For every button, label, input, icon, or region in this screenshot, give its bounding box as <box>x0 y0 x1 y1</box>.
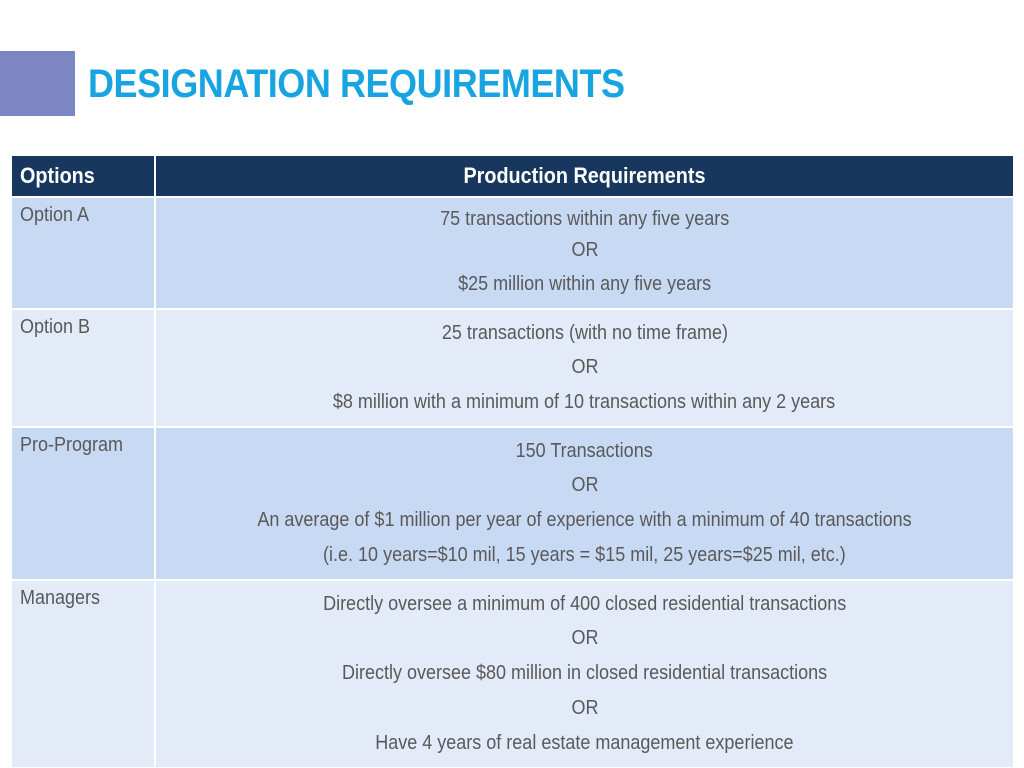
requirements-cell: Directly oversee a minimum of 400 closed… <box>154 579 1015 768</box>
requirements-cell: 25 transactions (with no time frame) OR … <box>154 308 1015 428</box>
or-separator: OR <box>571 697 598 719</box>
requirements-table: Options Production Requirements Option A… <box>10 154 1015 768</box>
option-label: Option B <box>20 316 91 338</box>
requirement-line: Have 4 years of real estate management e… <box>375 732 794 754</box>
requirement-line: 25 transactions (with no time frame) <box>441 322 728 344</box>
table-row-option-a: Option A 75 transactions within any five… <box>10 196 1015 310</box>
requirement-line: 75 transactions within any five years <box>439 208 730 230</box>
requirement-line: Directly oversee a minimum of 400 closed… <box>322 593 847 615</box>
requirement-line: An average of $1 million per year of exp… <box>257 509 912 531</box>
table-row-option-b: Option B 25 transactions (with no time f… <box>10 308 1015 428</box>
requirement-line: Directly oversee $80 million in closed r… <box>341 662 828 684</box>
table-row-managers: Managers Directly oversee a minimum of 4… <box>10 579 1015 768</box>
option-cell: Option A <box>10 196 156 310</box>
column-header-production-requirements: Production Requirements <box>154 154 1015 198</box>
column-header-options: Options <box>10 154 156 198</box>
slide-title: DESIGNATION REQUIREMENTS <box>88 62 625 106</box>
option-cell: Option B <box>10 308 156 428</box>
requirements-cell: 150 Transactions OR An average of $1 mil… <box>154 426 1015 581</box>
option-label: Option A <box>20 204 90 226</box>
requirement-line: (i.e. 10 years=$10 mil, 15 years = $15 m… <box>323 544 846 566</box>
requirement-line: $25 million within any five years <box>457 273 712 295</box>
option-label: Pro-Program <box>20 434 124 456</box>
title-accent-block <box>0 51 75 116</box>
requirements-cell: 75 transactions within any five years OR… <box>154 196 1015 310</box>
column-header-options-label: Options <box>20 163 95 188</box>
or-separator: OR <box>571 627 598 649</box>
requirement-line: $8 million with a minimum of 10 transact… <box>333 391 836 413</box>
option-label: Managers <box>20 587 101 609</box>
requirement-line: 150 Transactions <box>515 440 654 462</box>
or-separator: OR <box>571 474 598 496</box>
or-separator: OR <box>571 356 598 378</box>
table-header-row: Options Production Requirements <box>10 154 1015 198</box>
or-separator: OR <box>571 239 598 261</box>
option-cell: Managers <box>10 579 156 768</box>
table-row-pro-program: Pro-Program 150 Transactions OR An avera… <box>10 426 1015 581</box>
option-cell: Pro-Program <box>10 426 156 581</box>
column-header-production-requirements-label: Production Requirements <box>463 163 706 188</box>
